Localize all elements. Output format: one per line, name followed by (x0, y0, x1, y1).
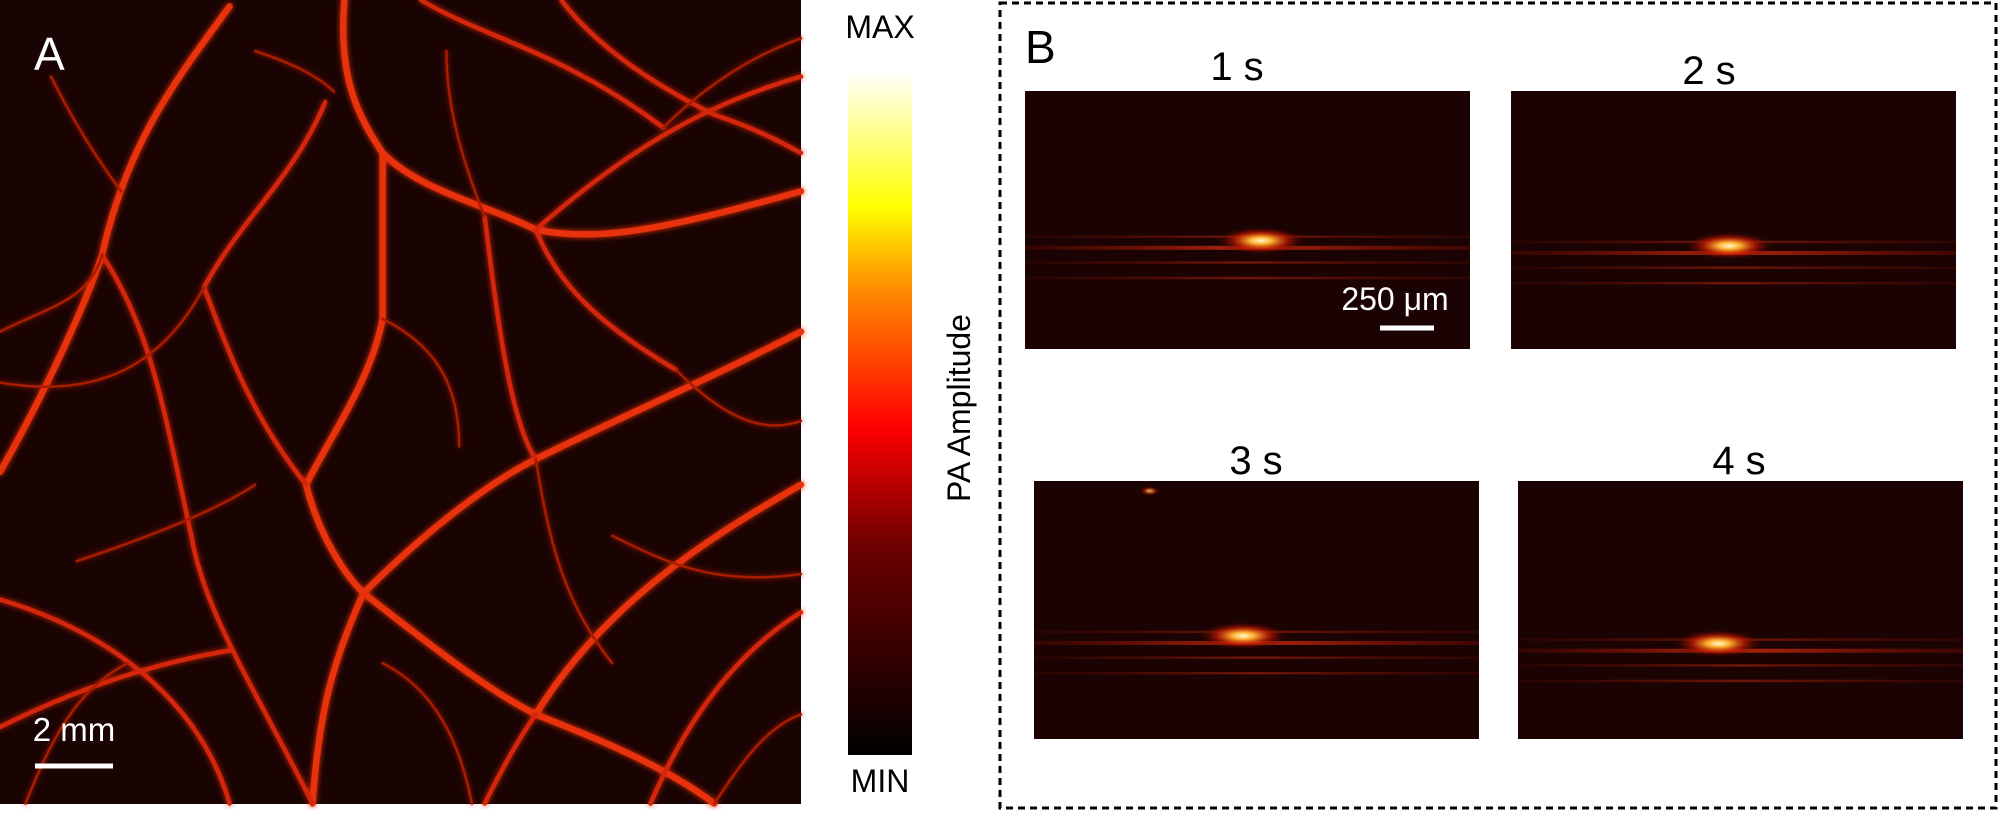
colorbar: MAX MIN PA Amplitude (845, 9, 977, 799)
colorbar-max: MAX (845, 9, 914, 45)
frame-band (1025, 276, 1470, 280)
frame-image (1518, 481, 1963, 739)
frame-image (1511, 91, 1956, 349)
frame-band (1518, 664, 1963, 667)
vessel-network (0, 0, 805, 807)
scale-bar-label: 2 mm (33, 711, 116, 748)
panel-b-border (998, 1, 1998, 810)
frame-title: 4 s (1712, 439, 1765, 483)
frame-title: 3 s (1229, 439, 1282, 483)
frame-band (1511, 281, 1956, 285)
panel-a: A 2 mm (0, 0, 805, 807)
frame-hotspot (1684, 231, 1775, 260)
frame-hotspot (1673, 629, 1764, 658)
colorbar-min: MIN (851, 763, 910, 799)
frame-band (1034, 671, 1479, 675)
colorbar-label: PA Amplitude (941, 314, 977, 502)
colorbar-gradient (848, 70, 912, 755)
frame-band (1511, 266, 1956, 269)
frames: 1 s 2 s 3 s 4 s (1025, 45, 1963, 739)
frame-band (1034, 656, 1479, 659)
frame-image (1034, 481, 1479, 739)
panel-a-background (0, 0, 801, 804)
frame: 3 s (1034, 439, 1479, 739)
frame-title: 1 s (1210, 45, 1263, 89)
panel-label: B (1025, 21, 1056, 73)
frame-image (1025, 91, 1470, 349)
frame-title: 2 s (1682, 49, 1735, 93)
frame-hotspot (1215, 226, 1306, 255)
frame-band (1518, 679, 1963, 683)
scale-bar-label: 250 μm (1341, 281, 1448, 317)
frame: 2 s (1511, 49, 1956, 349)
frame-hotspot (1198, 621, 1289, 650)
panel-label: A (34, 28, 65, 80)
frame-hotspot (1139, 486, 1160, 496)
panel-b: B 1 s 2 s 3 s 4 s 250 μm (998, 1, 1998, 810)
frame: 4 s (1518, 439, 1963, 739)
frame-band (1025, 261, 1470, 264)
frame: 1 s (1025, 45, 1470, 349)
